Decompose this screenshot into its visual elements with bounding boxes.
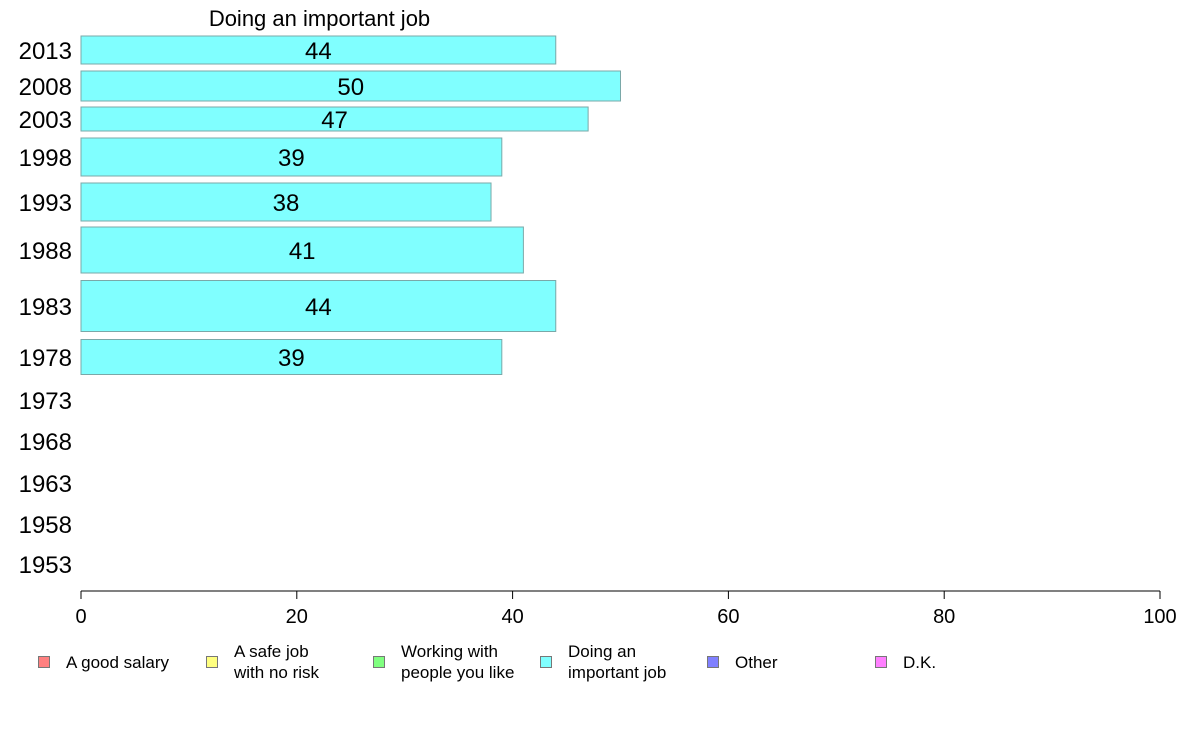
x-tick-label: 20 bbox=[286, 606, 308, 628]
y-tick-label: 1983 bbox=[19, 294, 72, 321]
x-tick-label: 60 bbox=[717, 606, 739, 628]
bar bbox=[80, 339, 503, 375]
y-tick-label: 1963 bbox=[19, 471, 72, 498]
bar-value-label: 47 bbox=[321, 107, 348, 134]
y-tick-label: 1978 bbox=[19, 345, 72, 372]
legend-item: A safe job with no risk bbox=[206, 640, 319, 684]
bar-value-label: 50 bbox=[337, 74, 364, 101]
bar-value-label: 44 bbox=[305, 294, 332, 321]
y-tick-label: 2003 bbox=[19, 107, 72, 134]
y-tick-label: 1958 bbox=[19, 512, 72, 539]
bar bbox=[80, 226, 524, 274]
legend-item: A good salary bbox=[38, 640, 169, 684]
x-tick-label: 100 bbox=[1143, 606, 1176, 628]
x-tick-label: 40 bbox=[501, 606, 523, 628]
legend-swatch bbox=[373, 656, 385, 668]
legend-item: Working with people you like bbox=[373, 640, 514, 684]
bar-value-label: 41 bbox=[289, 238, 316, 265]
y-tick-label: 1953 bbox=[19, 552, 72, 579]
legend-label: A good salary bbox=[66, 652, 170, 672]
legend-item: Doing an important job bbox=[540, 640, 666, 684]
bar bbox=[80, 182, 492, 222]
bar-value-label: 44 bbox=[305, 38, 332, 65]
y-tick-label: 2008 bbox=[19, 74, 72, 101]
bar-value-label: 39 bbox=[278, 345, 305, 372]
bar-value-label: 39 bbox=[278, 145, 305, 172]
x-tick-label: 80 bbox=[933, 606, 955, 628]
bar-plot: 2013 2008 2003 1998 1993 1988 1983 1978 1973 1968… bbox=[19, 35, 1177, 628]
bar bbox=[80, 70, 621, 102]
legend-label: D.K. bbox=[903, 652, 937, 672]
y-tick-label: 2013 bbox=[19, 38, 72, 65]
x-tick-label: 0 bbox=[75, 606, 86, 628]
legend-swatch bbox=[206, 656, 218, 668]
legend-swatch bbox=[875, 656, 887, 668]
bar bbox=[80, 280, 557, 332]
legend-label: Doing an important job bbox=[568, 642, 667, 682]
legend-label: Other bbox=[735, 652, 778, 672]
bar bbox=[80, 106, 589, 132]
legend: A good salary A safe job with no risk Work… bbox=[0, 640, 1188, 700]
bar-value-label: 38 bbox=[273, 190, 300, 217]
legend-swatch bbox=[38, 656, 50, 668]
y-tick-label: 1973 bbox=[19, 388, 72, 415]
legend-swatch bbox=[707, 656, 719, 668]
legend-swatch bbox=[540, 656, 552, 668]
legend-label: Working with people you like bbox=[401, 642, 515, 682]
y-tick-label: 1998 bbox=[19, 145, 72, 172]
y-tick-label: 1988 bbox=[19, 238, 72, 265]
y-tick-label: 1993 bbox=[19, 190, 72, 217]
chart-title: Doing an important job bbox=[208, 6, 431, 31]
legend-item: D.K. bbox=[875, 640, 936, 684]
legend-item: Other bbox=[707, 640, 778, 684]
bar bbox=[80, 137, 503, 177]
legend-label: A safe job with no risk bbox=[234, 642, 320, 682]
bar bbox=[80, 35, 557, 65]
y-tick-label: 1968 bbox=[19, 429, 72, 456]
